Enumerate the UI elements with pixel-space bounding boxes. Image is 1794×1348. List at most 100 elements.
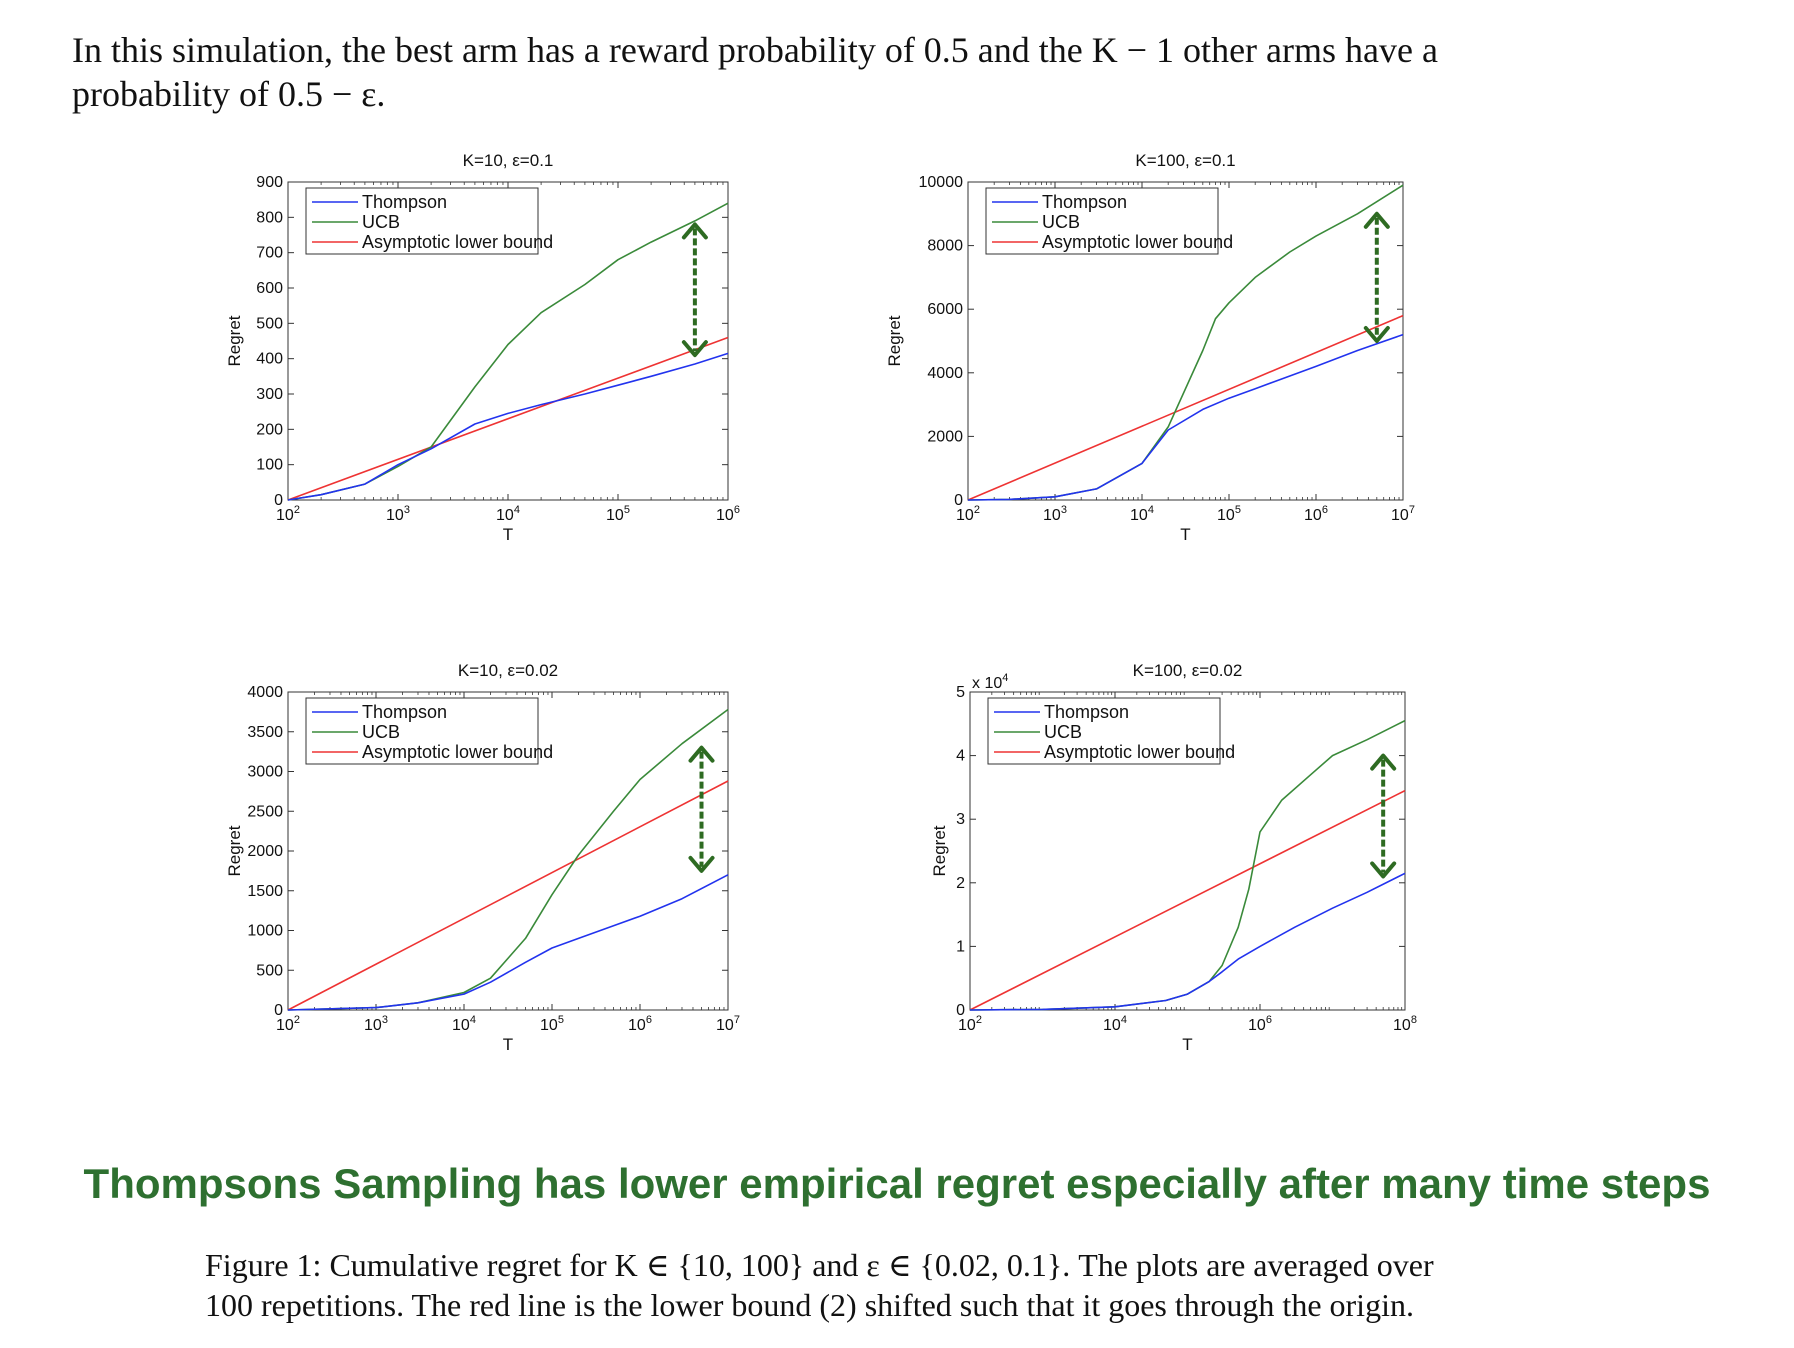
legend-label-thompson: Thompson: [362, 192, 447, 212]
y-tick-label: 300: [256, 386, 283, 403]
y-tick-label: 0: [274, 1002, 283, 1019]
x-axis-label: T: [503, 1035, 513, 1054]
gap-annotation-arrow: [1363, 211, 1390, 343]
chart-title: K=100, ε=0.02: [1133, 661, 1243, 680]
legend-box: [987, 697, 1221, 765]
chart-title: K=10, ε=0.1: [463, 151, 554, 170]
x-tick-label: 105: [1217, 504, 1241, 524]
y-tick-label: 500: [256, 962, 283, 979]
y-tick-label: 2000: [927, 428, 963, 445]
x-axis-label: T: [1182, 1035, 1192, 1054]
y-tick-label: 1: [956, 938, 965, 955]
y-axis-label: Regret: [885, 315, 904, 366]
y-tick-label: 500: [256, 315, 283, 332]
y-tick-label: 1000: [247, 923, 283, 940]
figure-caption: Figure 1: Cumulative regret for K ∈ {10,…: [205, 1245, 1655, 1325]
takeaway-text: Thompsons Sampling has lower empirical r…: [83, 1160, 1711, 1207]
arrow-head-down: [681, 340, 708, 358]
y-axis-label: Regret: [225, 825, 244, 876]
legend-label-thompson: Thompson: [1042, 192, 1127, 212]
series-line-lower-bound: [287, 780, 729, 1011]
y-tick-label: 5: [956, 684, 965, 701]
series-line-thompson: [287, 874, 729, 1011]
y-tick-label: 0: [956, 1002, 965, 1019]
x-tick-label: 103: [386, 504, 410, 524]
legend-label-lower-bound: Asymptotic lower bound: [1042, 232, 1233, 252]
y-tick-label: 3500: [247, 724, 283, 741]
y-tick-label: 6000: [927, 301, 963, 318]
x-tick-label: 107: [1391, 504, 1415, 524]
legend-box: [305, 697, 539, 765]
arrow-head-up: [1370, 753, 1397, 771]
x-tick-label: 104: [452, 1014, 476, 1034]
x-tick-label: 102: [956, 504, 980, 524]
x-tick-label: 103: [1043, 504, 1067, 524]
y-tick-label: 400: [256, 351, 283, 368]
x-tick-label: 104: [1130, 504, 1154, 524]
gap-annotation-arrow: [688, 745, 715, 873]
x-tick-label: 102: [958, 1014, 982, 1034]
legend-label-ucb: UCB: [362, 212, 400, 232]
caption-line-1: Figure 1: Cumulative regret for K ∈ {10,…: [205, 1247, 1434, 1283]
x-tick-label: 105: [606, 504, 630, 524]
chart-title: K=100, ε=0.1: [1135, 151, 1235, 170]
chart-k100-eps002: K=100, ε=0.02 0 1 2 3 4 5 102 104 106 108 T Regret x …: [930, 661, 1417, 1054]
y-tick-label: 700: [256, 245, 283, 262]
x-tick-label: 106: [1248, 1014, 1272, 1034]
legend-label-lower-bound: Asymptotic lower bound: [1044, 742, 1235, 762]
series-line-lower-bound: [969, 789, 1406, 1011]
y-tick-label: 600: [256, 280, 283, 297]
series-line-lower-bound: [287, 336, 729, 501]
arrow-head-up: [688, 745, 715, 763]
arrow-head-down: [688, 855, 715, 873]
y-axis-label: Regret: [225, 315, 244, 366]
y-tick-label: 3: [956, 811, 965, 828]
y-tick-label: 2500: [247, 803, 283, 820]
y-tick-label: 2000: [247, 843, 283, 860]
y-multiplier-label: x 104: [972, 672, 1008, 692]
series-line-thompson: [967, 333, 1404, 501]
y-tick-label: 0: [954, 492, 963, 509]
x-axis-label: T: [1180, 525, 1190, 544]
y-tick-label: 4000: [927, 365, 963, 382]
legend-label-ucb: UCB: [1044, 722, 1082, 742]
y-tick-label: 4: [956, 748, 965, 765]
legend-box: [305, 187, 539, 255]
x-tick-label: 103: [364, 1014, 388, 1034]
y-tick-label: 10000: [919, 174, 964, 191]
legend-label-ucb: UCB: [362, 722, 400, 742]
y-tick-label: 100: [256, 457, 283, 474]
x-tick-label: 106: [716, 504, 740, 524]
chart-k10-eps01: K=10, ε=0.1 0 100 200 300 400 500 600 700 800 900 1…: [225, 151, 740, 544]
y-axis-label: Regret: [930, 825, 949, 876]
legend-label-thompson: Thompson: [1044, 702, 1129, 722]
y-tick-label: 0: [274, 492, 283, 509]
arrow-head-down: [1370, 861, 1397, 879]
caption-line-2: 100 repetitions. The red line is the low…: [205, 1287, 1414, 1323]
chart-k10-eps002: K=10, ε=0.02 0 500 1000 1500 2000 2500 3000 3500…: [225, 661, 740, 1054]
x-axis-label: T: [503, 525, 513, 544]
series-line-thompson: [969, 872, 1406, 1011]
intro-text: In this simulation, the best arm has a r…: [72, 28, 1732, 116]
x-tick-label: 102: [276, 504, 300, 524]
legend-label-thompson: Thompson: [362, 702, 447, 722]
intro-line-1: In this simulation, the best arm has a r…: [72, 30, 1438, 70]
y-tick-label: 800: [256, 209, 283, 226]
x-tick-label: 106: [1304, 504, 1328, 524]
y-tick-label: 1500: [247, 883, 283, 900]
y-tick-label: 8000: [927, 238, 963, 255]
series-line-thompson: [287, 352, 729, 501]
arrow-head-up: [1363, 211, 1390, 229]
x-tick-label: 104: [1103, 1014, 1127, 1034]
series-line-lower-bound: [967, 314, 1404, 501]
arrow-head-up: [681, 222, 708, 240]
x-tick-label: 102: [276, 1014, 300, 1034]
legend-label-lower-bound: Asymptotic lower bound: [362, 232, 553, 252]
gap-annotation-arrow: [681, 222, 708, 358]
y-tick-label: 900: [256, 174, 283, 191]
legend-label-lower-bound: Asymptotic lower bound: [362, 742, 553, 762]
